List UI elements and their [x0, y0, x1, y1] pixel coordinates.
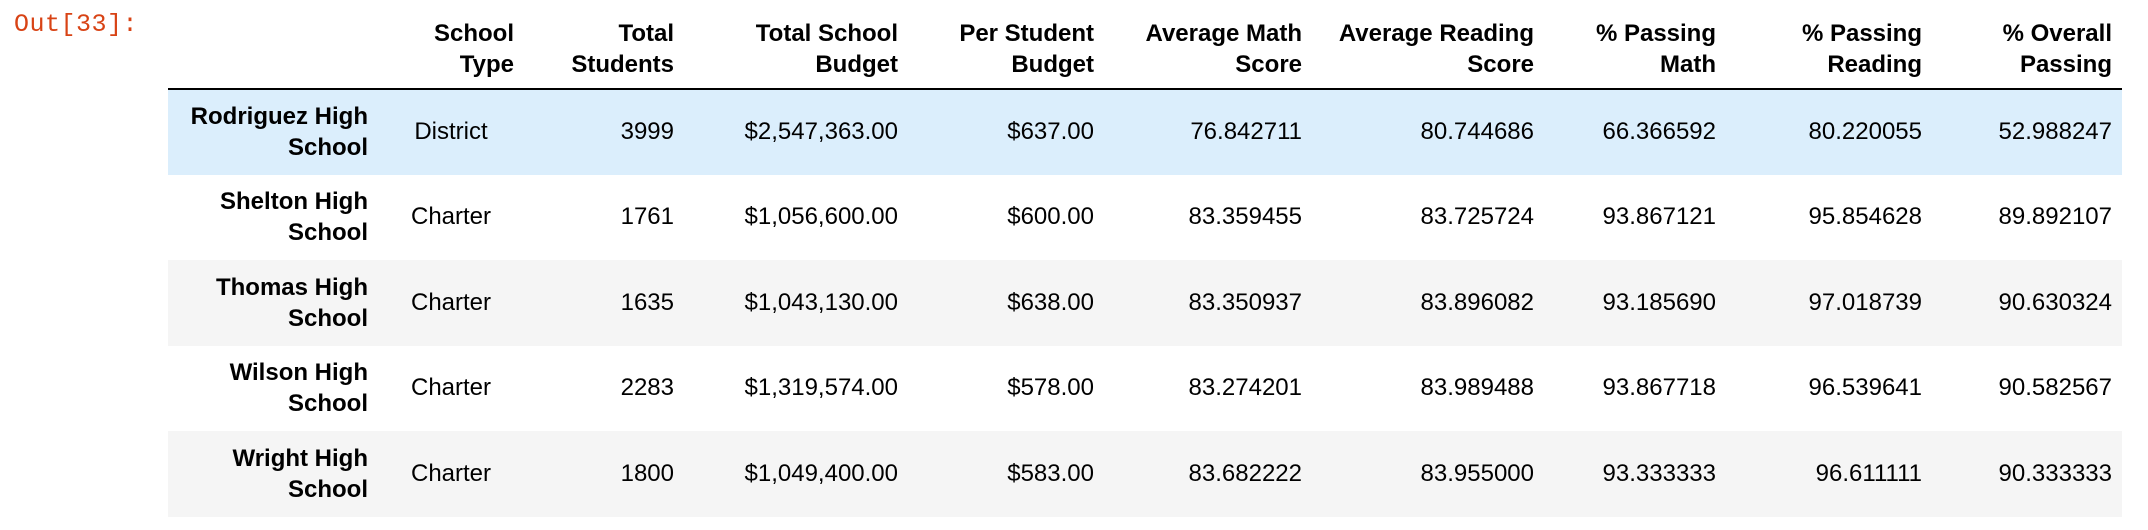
- cell-passing-reading: 96.539641: [1808, 374, 1922, 402]
- output-area: School Type Total Students Total School …: [168, 0, 2122, 517]
- table-row[interactable]: Shelton High School Charter 1761 $1,056,…: [168, 175, 2122, 261]
- cell-total-students: 2283: [620, 374, 674, 402]
- cell-per-student-budget: $637.00: [1007, 118, 1094, 146]
- cell-passing-math: 93.185690: [1602, 288, 1716, 316]
- row-index-school-name: Wright High School: [232, 444, 368, 503]
- cell-overall-passing: 90.630324: [1998, 288, 2112, 316]
- header-row: School Type Total Students Total School …: [168, 0, 2122, 90]
- cell-average-reading: 83.725724: [1420, 203, 1534, 231]
- table-row[interactable]: Rodriguez High School District 3999 $2,5…: [168, 89, 2122, 175]
- cell-per-student-budget: $600.00: [1007, 203, 1094, 231]
- table-row[interactable]: Wilson High School Charter 2283 $1,319,5…: [168, 346, 2122, 432]
- cell-total-budget: $1,049,400.00: [744, 459, 898, 487]
- cell-average-math: 83.682222: [1188, 459, 1302, 487]
- cell-per-student-budget: $638.00: [1007, 288, 1094, 316]
- cell-overall-passing: 90.333333: [1998, 459, 2112, 487]
- cell-total-budget: $1,043,130.00: [744, 288, 898, 316]
- cell-total-budget: $1,319,574.00: [744, 374, 898, 402]
- cell-passing-math: 93.867121: [1602, 203, 1716, 231]
- cell-total-budget: $1,056,600.00: [744, 203, 898, 231]
- table-body: Rodriguez High School District 3999 $2,5…: [168, 89, 2122, 517]
- cell-passing-reading: 95.854628: [1808, 203, 1922, 231]
- table-row[interactable]: Wright High School Charter 1800 $1,049,4…: [168, 431, 2122, 517]
- cell-passing-math: 93.333333: [1602, 459, 1716, 487]
- table-row[interactable]: Thomas High School Charter 1635 $1,043,1…: [168, 260, 2122, 346]
- cell-overall-passing: 52.988247: [1998, 118, 2112, 146]
- cell-average-reading: 83.989488: [1420, 374, 1534, 402]
- cell-average-math: 83.350937: [1188, 288, 1302, 316]
- cell-average-reading: 83.955000: [1420, 459, 1534, 487]
- header-school-type: School Type: [378, 0, 524, 90]
- cell-overall-passing: 90.582567: [1998, 374, 2112, 402]
- row-index-school-name: Shelton High School: [220, 188, 368, 247]
- cell-per-student-budget: $583.00: [1007, 459, 1094, 487]
- cell-passing-reading: 80.220055: [1808, 118, 1922, 146]
- row-index-school-name: Rodriguez High School: [190, 103, 368, 162]
- cell-passing-math: 66.366592: [1602, 118, 1716, 146]
- row-index-school-name: Thomas High School: [215, 273, 368, 332]
- cell-per-student-budget: $578.00: [1007, 374, 1094, 402]
- header-passing-math: % Passing Math: [1544, 0, 1726, 90]
- cell-average-math: 76.842711: [1190, 118, 1302, 146]
- index-header: [168, 0, 378, 90]
- cell-school-type: Charter: [410, 288, 492, 316]
- dataframe-table: School Type Total Students Total School …: [168, 0, 2122, 517]
- cell-average-math: 83.359455: [1188, 203, 1302, 231]
- header-average-reading-score: Average Reading Score: [1312, 0, 1544, 90]
- cell-average-reading: 83.896082: [1420, 288, 1534, 316]
- cell-total-students: 1800: [620, 459, 674, 487]
- cell-passing-math: 93.867718: [1602, 374, 1716, 402]
- header-average-math-score: Average Math Score: [1104, 0, 1312, 90]
- header-overall-passing: % Overall Passing: [1932, 0, 2122, 90]
- cell-total-students: 1635: [620, 288, 674, 316]
- table-header: School Type Total Students Total School …: [168, 0, 2122, 90]
- cell-school-type: Charter: [410, 459, 492, 487]
- cell-total-students: 3999: [620, 118, 674, 146]
- cell-passing-reading: 96.611111: [1815, 459, 1922, 487]
- cell-average-math: 83.274201: [1188, 374, 1302, 402]
- cell-school-type: District: [414, 118, 488, 146]
- header-per-student-budget: Per Student Budget: [908, 0, 1104, 90]
- cell-average-reading: 80.744686: [1420, 118, 1534, 146]
- header-total-school-budget: Total School Budget: [684, 0, 908, 90]
- cell-total-budget: $2,547,363.00: [744, 118, 898, 146]
- cell-total-students: 1761: [620, 203, 674, 231]
- cell-school-type: Charter: [410, 203, 492, 231]
- cell-passing-reading: 97.018739: [1808, 288, 1922, 316]
- output-prompt-label: Out[33]:: [14, 10, 139, 39]
- cell-overall-passing: 89.892107: [1998, 203, 2112, 231]
- header-passing-reading: % Passing Reading: [1726, 0, 1932, 90]
- cell-school-type: Charter: [410, 374, 492, 402]
- header-total-students: Total Students: [524, 0, 684, 90]
- row-index-school-name: Wilson High School: [229, 359, 368, 418]
